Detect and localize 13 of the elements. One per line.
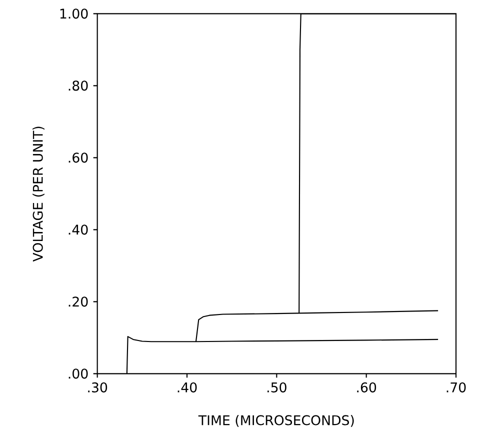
y-tick-label: .80 <box>68 80 88 91</box>
y-tick-label: .40 <box>68 224 88 235</box>
x-tick-label: .70 <box>446 382 466 392</box>
y-axis-title: VOLTAGE (PER UNIT) <box>32 126 44 262</box>
y-tick-label: .60 <box>68 152 88 163</box>
x-tick-label: .50 <box>267 382 286 392</box>
y-tick-label: 1.00 <box>60 8 88 19</box>
x-tick-label: .40 <box>178 382 197 392</box>
x-axis-title: TIME (MICROSECONDS) <box>198 414 354 427</box>
y-tick-label: .00 <box>68 368 88 379</box>
y-tick-label: .20 <box>68 296 88 307</box>
x-tick-label: .60 <box>357 382 376 392</box>
x-tick-label: .30 <box>88 382 108 392</box>
